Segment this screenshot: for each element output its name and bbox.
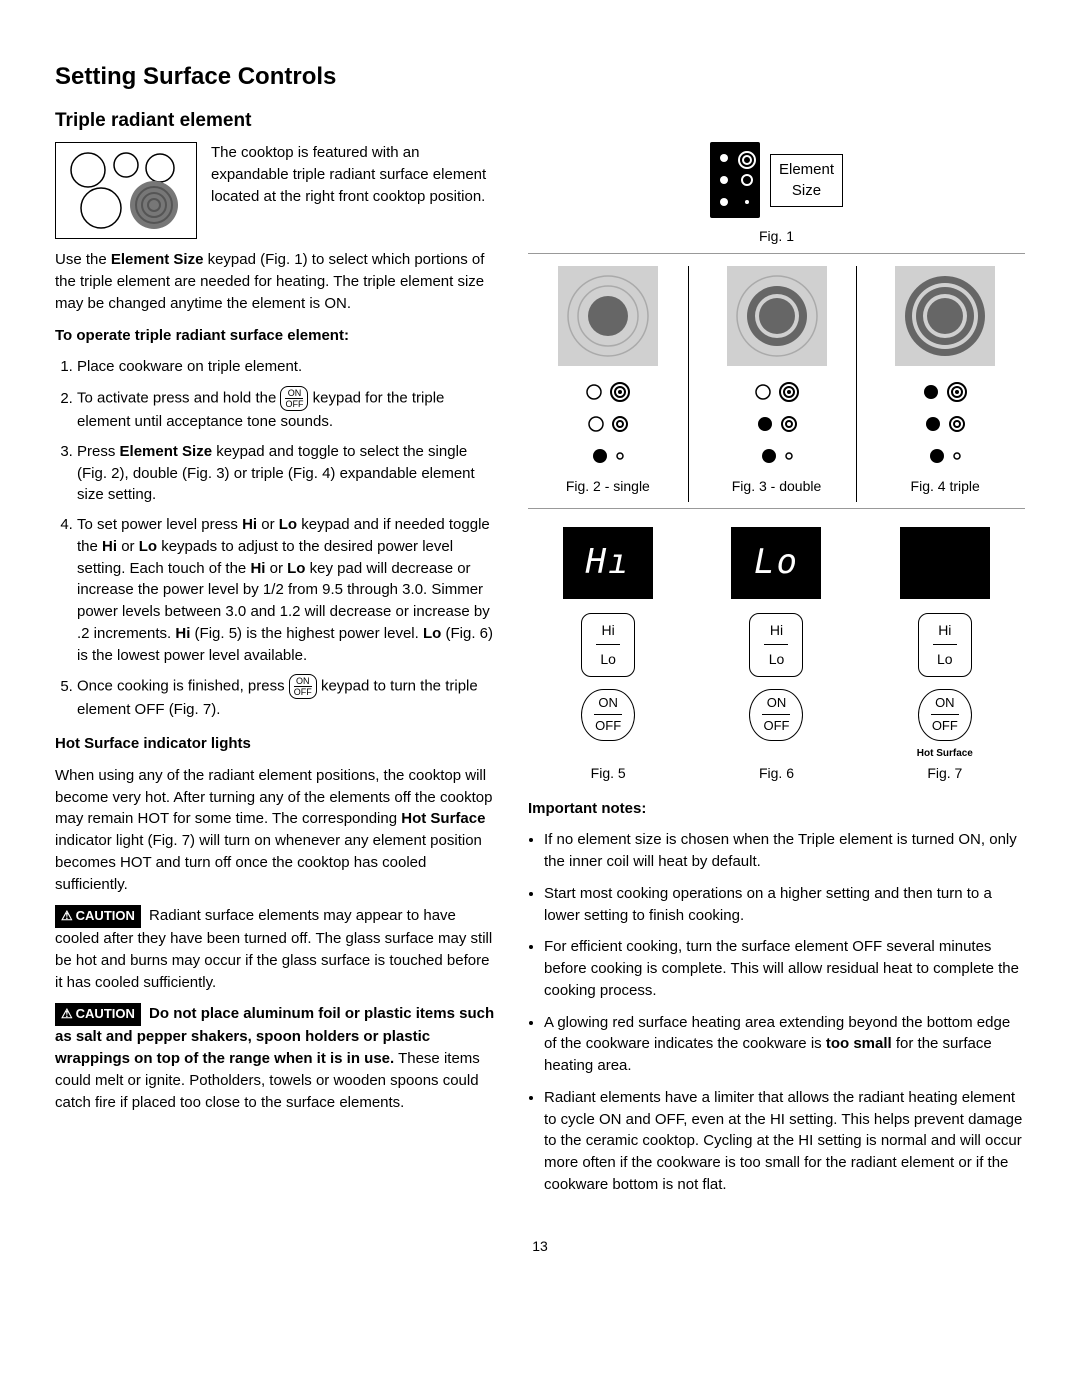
caution-2: CAUTION Do not place aluminum foil or pl… (55, 1003, 500, 1113)
step-4: To set power level press Hi or Lo keypad… (77, 514, 500, 666)
note-item: If no element size is chosen when the Tr… (544, 829, 1025, 873)
element-size-keypad-icon (710, 142, 760, 218)
hi-lo-button: HiLo (581, 613, 635, 677)
figure-4: Fig. 4 triple (865, 266, 1025, 502)
coil-double-icon (727, 266, 827, 366)
on-off-button: ONOFF (749, 689, 803, 742)
cooktop-diagram (55, 142, 197, 239)
important-notes: If no element size is chosen when the Tr… (528, 829, 1025, 1195)
separator (528, 508, 1025, 509)
display-blank (900, 527, 990, 599)
figures-2-3-4: Fig. 2 - single Fig. 3 - double (528, 266, 1025, 502)
hi-lo-button: HiLo (749, 613, 803, 677)
section-subtitle: Triple radiant element (55, 107, 1025, 135)
note-item: For efficient cooking, turn the surface … (544, 936, 1025, 1001)
figures-5-6-7: Hı HiLo ONOFF Fig. 5 Lo HiLo ONOFF Fig. … (528, 527, 1025, 784)
step-1: Place cookware on triple element. (77, 356, 500, 378)
on-off-key-icon: ONOFF (289, 674, 317, 699)
operate-heading: To operate triple radiant surface elemen… (55, 325, 500, 347)
figure-3: Fig. 3 - double (697, 266, 858, 502)
page-number: 13 (55, 1236, 1025, 1256)
intro-text: The cooktop is featured with an expandab… (211, 142, 500, 229)
step-5: Once cooking is finished, press ONOFF ke… (77, 674, 500, 721)
separator (528, 253, 1025, 254)
figure-5: Hı HiLo ONOFF Fig. 5 (528, 527, 688, 784)
figure-1: Element Size (528, 142, 1025, 218)
note-item: Start most cooking operations on a highe… (544, 883, 1025, 927)
coil-single-icon (558, 266, 658, 366)
on-off-button: ONOFF (581, 689, 635, 742)
left-column: The cooktop is featured with an expandab… (55, 142, 500, 1205)
element-size-label: Element Size (770, 154, 843, 208)
on-off-key-icon: ONOFF (280, 386, 308, 411)
operate-steps: Place cookware on triple element. To act… (55, 356, 500, 721)
display-lo: Lo (731, 527, 821, 599)
note-item: Radiant elements have a limiter that all… (544, 1087, 1025, 1196)
note-item: A glowing red surface heating area exten… (544, 1012, 1025, 1077)
use-text: Use the Element Size keypad (Fig. 1) to … (55, 249, 500, 314)
caution-badge: CAUTION (55, 1003, 141, 1026)
display-hi: Hı (563, 527, 653, 599)
notes-heading: Important notes: (528, 798, 1025, 820)
hi-lo-button: HiLo (918, 613, 972, 677)
step-2: To activate press and hold the ONOFF key… (77, 386, 500, 433)
step-3: Press Element Size keypad and toggle to … (77, 441, 500, 506)
fig1-caption: Fig. 1 (528, 226, 1025, 246)
page-title: Setting Surface Controls (55, 60, 1025, 95)
caution-1: CAUTION Radiant surface elements may app… (55, 905, 500, 993)
hot-surface-heading: Hot Surface indicator lights (55, 733, 500, 755)
caution-badge: CAUTION (55, 905, 141, 928)
on-off-button: ONOFF (918, 689, 972, 742)
figure-6: Lo HiLo ONOFF Fig. 6 (696, 527, 856, 784)
right-column: Element Size Fig. 1 Fig. 2 - single (528, 142, 1025, 1205)
hot-surface-label: Hot Surface (865, 747, 1025, 759)
figure-2: Fig. 2 - single (528, 266, 689, 502)
coil-triple-icon (895, 266, 995, 366)
hot-surface-text: When using any of the radiant element po… (55, 765, 500, 896)
figure-7: HiLo ONOFF Hot Surface Fig. 7 (865, 527, 1025, 784)
